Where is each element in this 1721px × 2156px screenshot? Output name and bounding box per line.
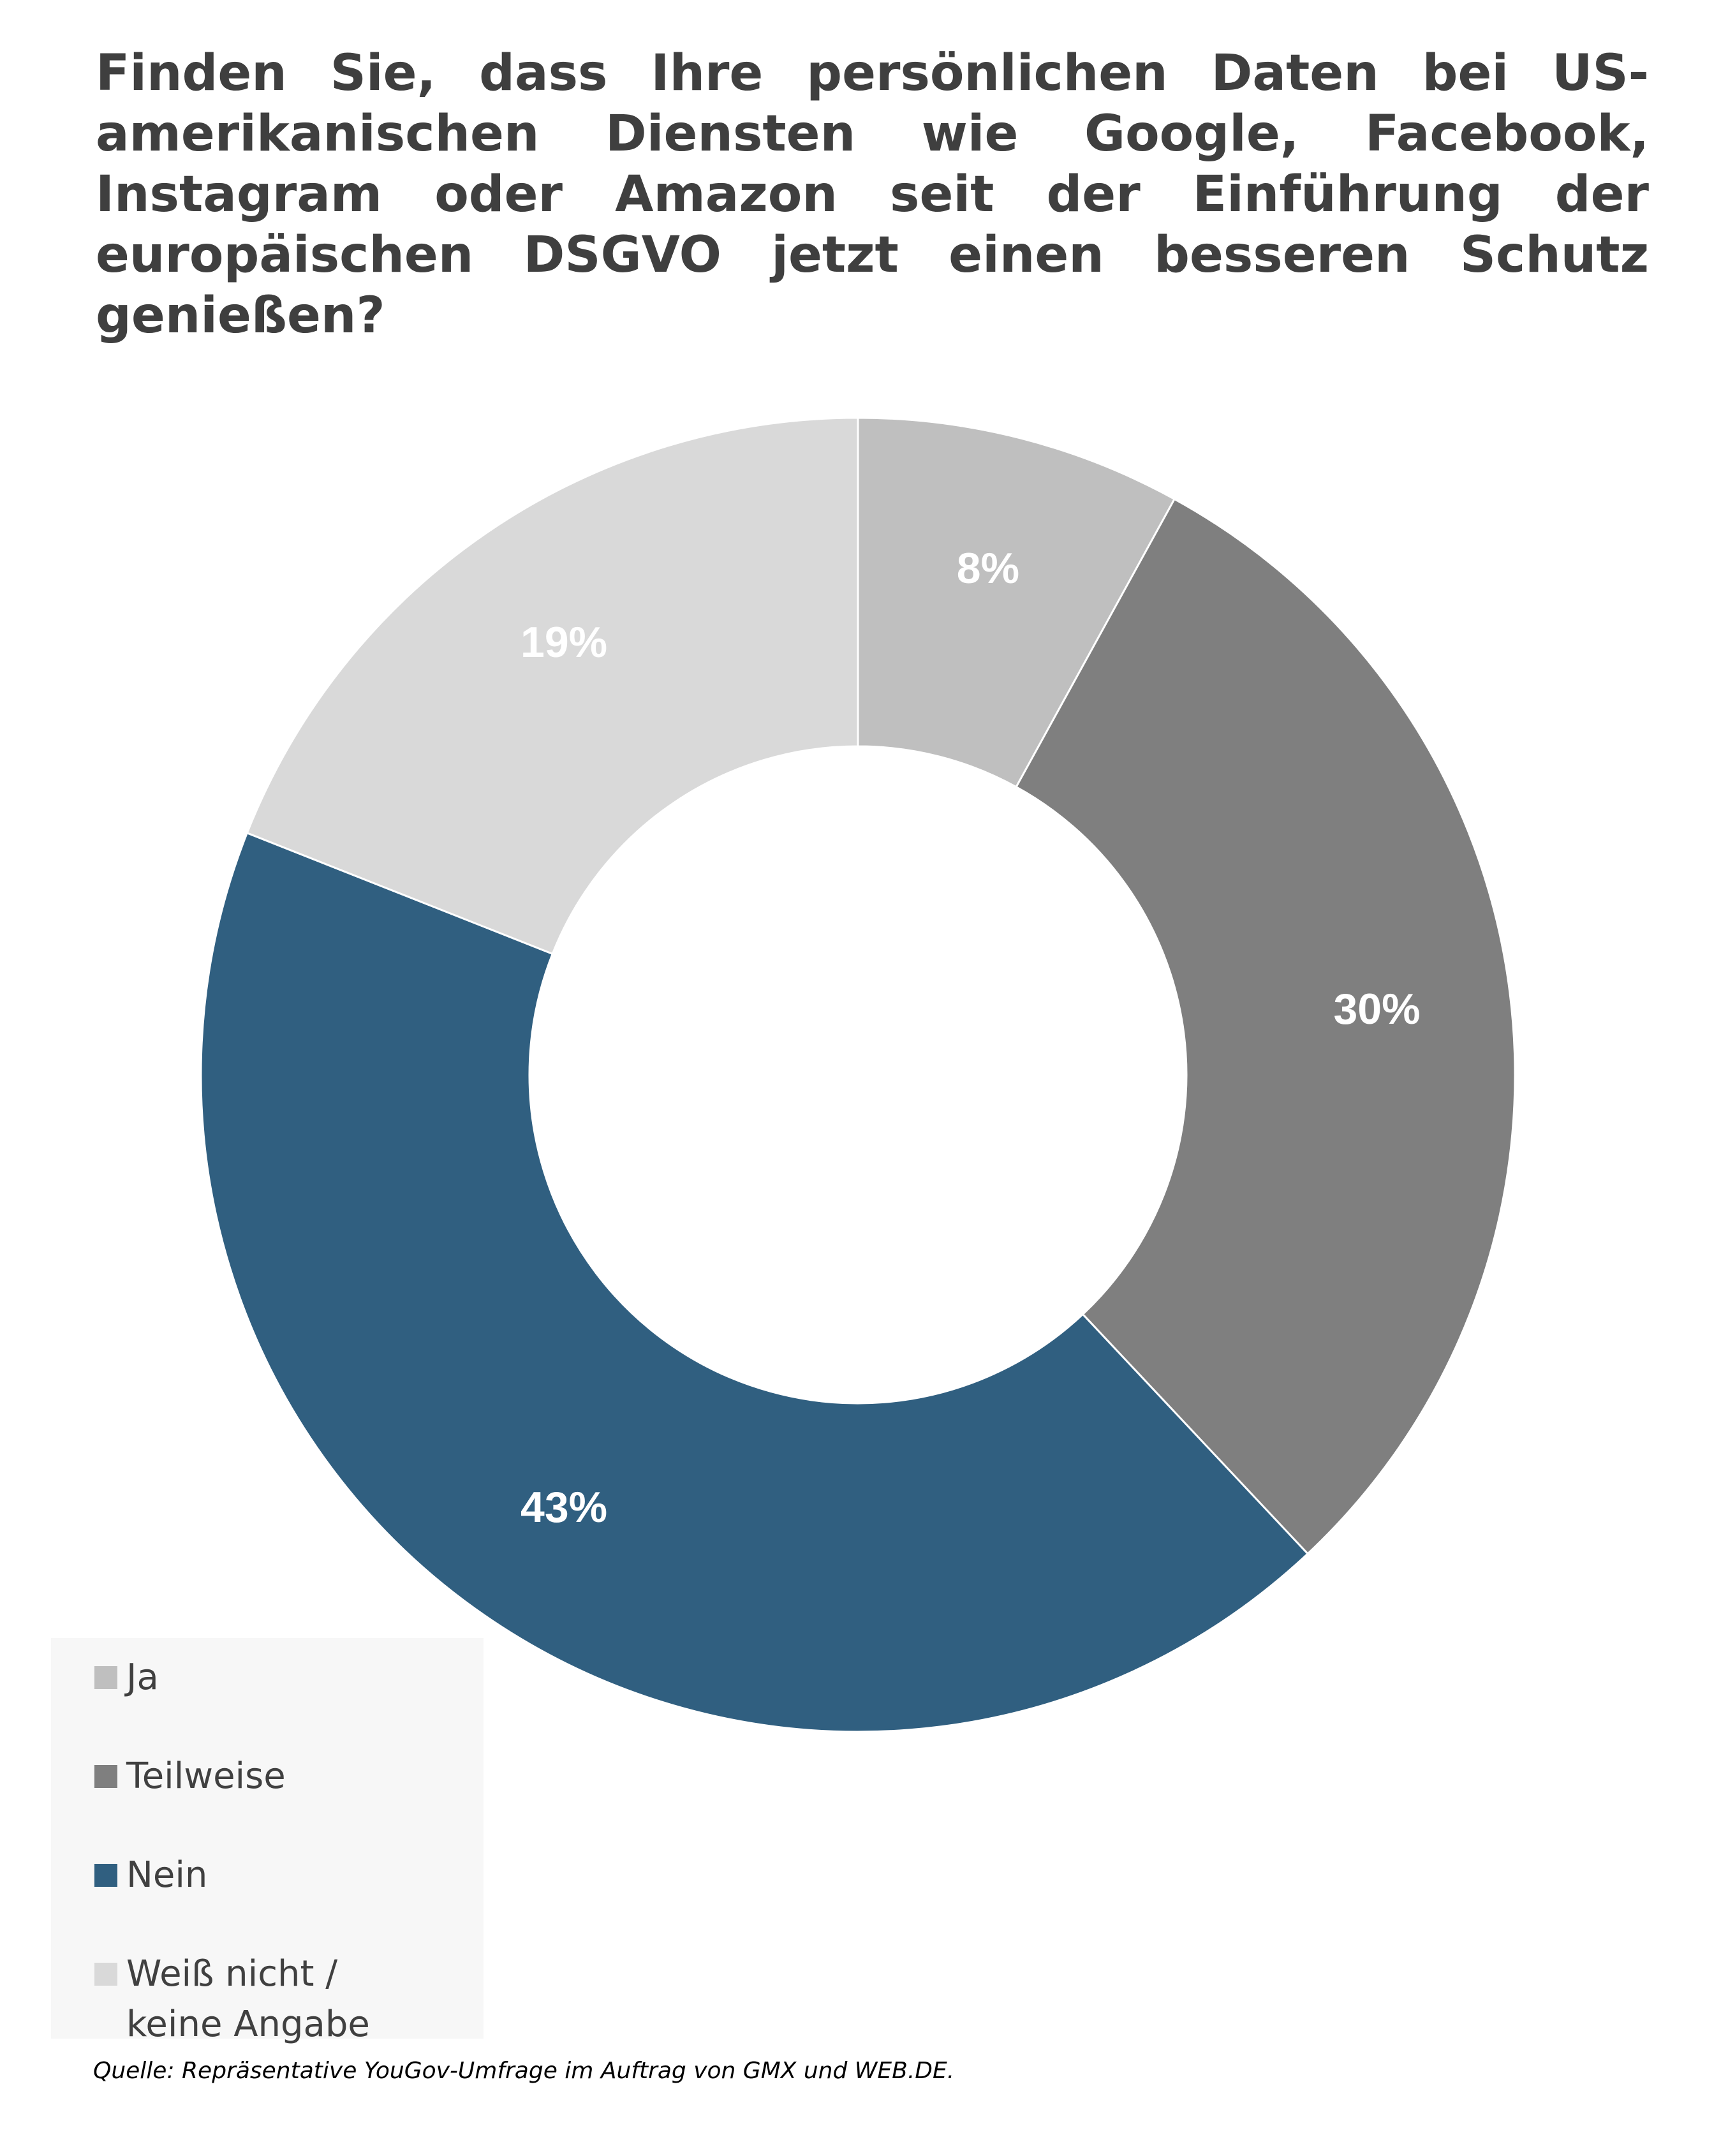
legend-label-ja: Ja xyxy=(126,1657,159,1698)
legend-item-ja: Ja xyxy=(94,1652,477,1702)
legend-swatch-weiss-nicht xyxy=(94,1963,117,1986)
chart-title: Finden Sie, dass Ihre persönlichen Daten… xyxy=(96,45,1649,344)
legend: Ja Teilweise Nein Weiß nicht / keine Ang… xyxy=(51,1638,484,2045)
slice-label-nein: 43% xyxy=(521,1483,607,1532)
legend-swatch-teilweise xyxy=(94,1765,117,1788)
legend-item-weiss-nicht: Weiß nicht / keine Angabe xyxy=(94,1949,439,2049)
donut-slice-nein xyxy=(200,831,1310,1733)
donut-slice-ja xyxy=(857,417,1176,788)
donut-slice-teilweise xyxy=(1015,498,1516,1555)
legend-item-teilweise: Teilweise xyxy=(94,1751,477,1801)
slice-label-ja: 8% xyxy=(957,544,1019,593)
source-note: Quelle: Repräsentative YouGov-Umfrage im… xyxy=(93,2058,955,2084)
legend-item-nein: Nein xyxy=(94,1850,477,1900)
legend-label-nein: Nein xyxy=(126,1854,208,1896)
legend-swatch-nein xyxy=(94,1864,117,1887)
slice-label-teilweise: 30% xyxy=(1333,985,1420,1033)
donut-slice-weiss-nicht xyxy=(246,417,859,956)
legend-label-teilweise: Teilweise xyxy=(126,1755,286,1797)
slice-label-weiss-nicht: 19% xyxy=(521,618,607,667)
legend-swatch-ja xyxy=(94,1666,117,1689)
legend-label-weiss-nicht: Weiß nicht / keine Angabe xyxy=(126,1953,370,2045)
